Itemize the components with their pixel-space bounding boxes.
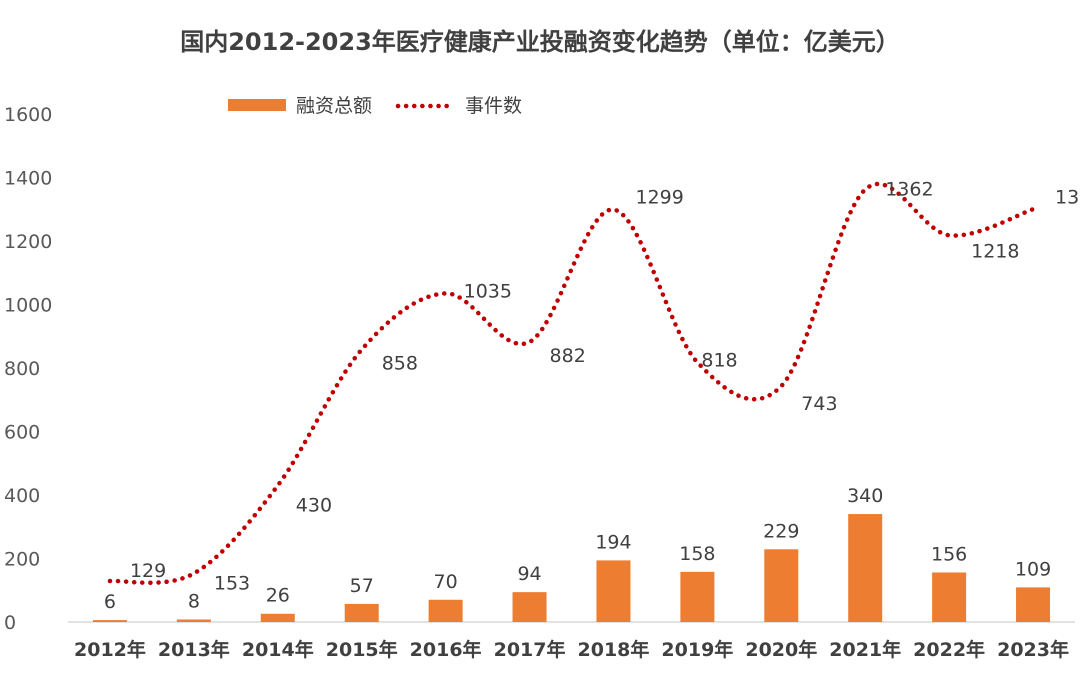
- x-tick-label: 2017年: [494, 638, 566, 661]
- chart-title: 国内2012-2023年医疗健康产业投融资变化趋势（单位：亿美元）: [180, 28, 900, 56]
- x-tick-label: 2022年: [913, 638, 985, 661]
- bar: [512, 592, 547, 622]
- legend-bar-swatch: [228, 99, 286, 111]
- bar-value-label: 57: [350, 575, 374, 597]
- y-tick-label: 800: [4, 358, 40, 380]
- bar: [932, 572, 967, 622]
- bar: [428, 599, 463, 622]
- data-labels: 6 8 26 57 70 94 194 158 229 340 156 109 129 153 430 858…: [104, 179, 1080, 614]
- legend: 融资总额 事件数: [228, 95, 522, 117]
- y-axis: 0 200 400 600 800 1000 1200 1400 1600: [4, 104, 52, 634]
- line-value-label: 1300: [1055, 186, 1080, 208]
- bar-value-label: 229: [763, 520, 799, 542]
- bar-value-label: 340: [847, 485, 883, 507]
- bar: [176, 619, 211, 622]
- line-value-label: 818: [701, 349, 737, 371]
- legend-line-label: 事件数: [465, 95, 522, 117]
- bar-value-label: 109: [1015, 558, 1051, 580]
- x-tick-label: 2013年: [158, 638, 230, 661]
- line-value-label: 430: [296, 494, 332, 516]
- line-value-label: 1299: [635, 187, 683, 209]
- x-axis: 2012年 2013年 2014年 2015年 2016年 2017年 2018年 2019年…: [74, 638, 1069, 661]
- bar: [848, 514, 883, 622]
- y-tick-label: 0: [4, 612, 16, 634]
- line-value-label: 882: [550, 345, 586, 367]
- x-tick-label: 2021年: [829, 638, 901, 661]
- line-value-label: 1362: [885, 179, 933, 201]
- bar-value-label: 8: [188, 590, 200, 612]
- x-tick-label: 2023年: [997, 638, 1069, 661]
- y-tick-label: 1200: [4, 231, 52, 253]
- x-tick-label: 2016年: [410, 638, 482, 661]
- x-tick-label: 2020年: [745, 638, 817, 661]
- line-value-label: 858: [382, 353, 418, 375]
- bar-value-label: 6: [104, 591, 116, 613]
- x-tick-label: 2019年: [661, 638, 733, 661]
- line-series: [107, 181, 1036, 585]
- x-tick-label: 2014年: [242, 638, 314, 661]
- x-tick-label: 2015年: [326, 638, 398, 661]
- bar-value-label: 194: [595, 531, 631, 553]
- x-tick-label: 2018年: [578, 638, 650, 661]
- legend-bar-label: 融资总额: [296, 95, 372, 117]
- bar: [1016, 587, 1051, 622]
- bar: [92, 620, 127, 622]
- y-tick-label: 600: [4, 422, 40, 444]
- bar: [596, 560, 631, 622]
- y-tick-label: 400: [4, 485, 40, 507]
- y-tick-label: 1000: [4, 295, 52, 317]
- line-value-label: 743: [801, 393, 837, 415]
- line-value-label: 1218: [971, 240, 1019, 262]
- bar: [764, 549, 799, 622]
- line-value-label: 1035: [464, 280, 512, 302]
- line-value-label: 129: [130, 560, 166, 582]
- bar-series: [92, 514, 1051, 622]
- bar-value-label: 158: [679, 543, 715, 565]
- bar-value-label: 94: [517, 563, 541, 585]
- bar: [260, 613, 295, 622]
- y-tick-label: 1400: [4, 168, 52, 190]
- line-path: [107, 181, 1036, 585]
- x-tick-label: 2012年: [74, 638, 146, 661]
- bar-value-label: 156: [931, 543, 967, 565]
- y-tick-label: 200: [4, 549, 40, 571]
- line-value-label: 153: [214, 572, 250, 594]
- bar-value-label: 70: [434, 571, 458, 593]
- y-tick-label: 1600: [4, 104, 52, 126]
- bar: [680, 571, 715, 622]
- bar-value-label: 26: [266, 585, 290, 607]
- bar: [344, 603, 379, 622]
